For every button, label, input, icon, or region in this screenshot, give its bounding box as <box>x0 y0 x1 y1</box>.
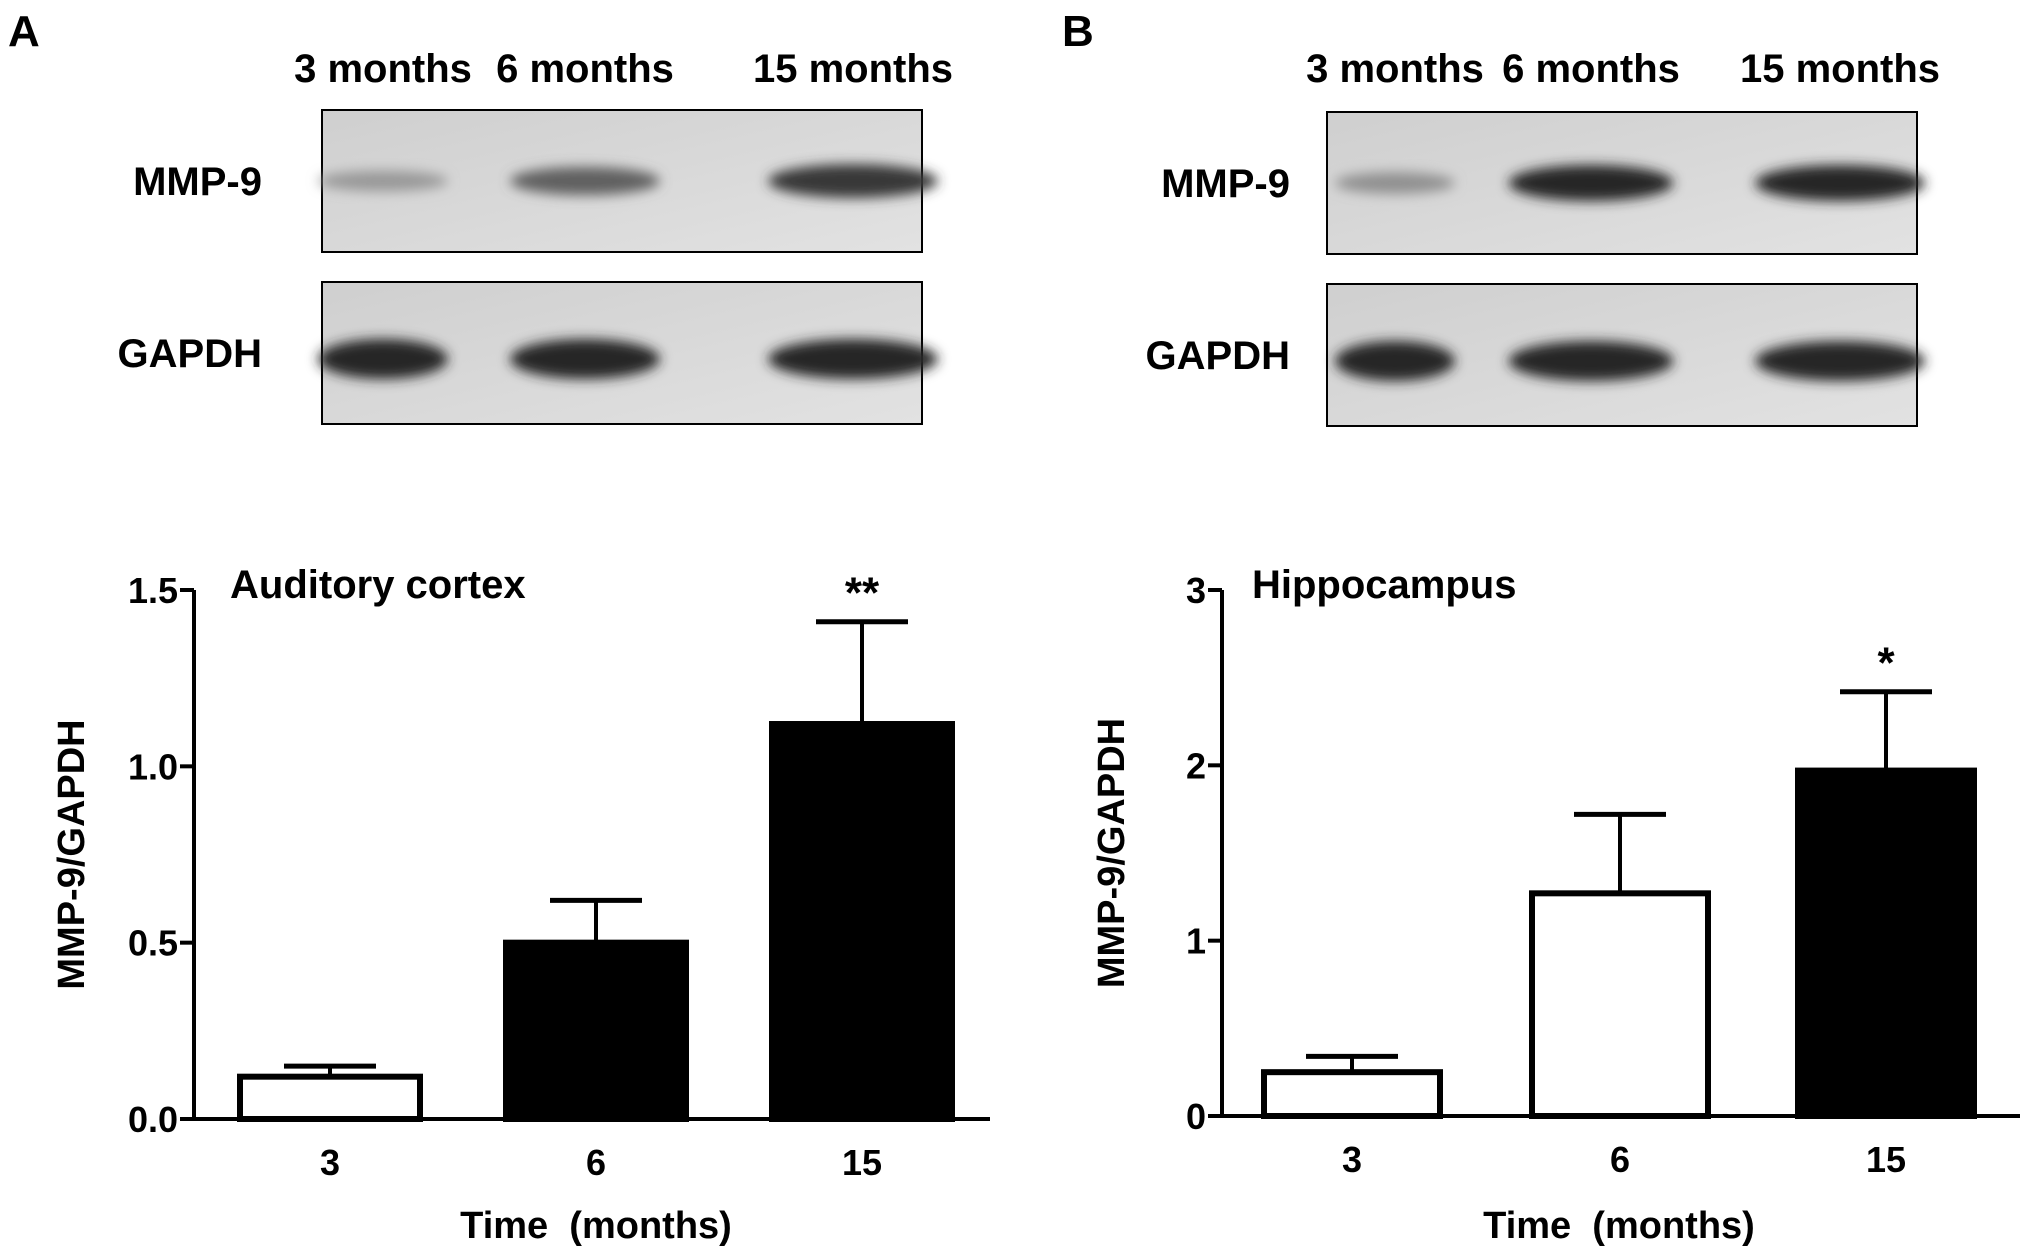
y-axis-label: MMP-9/GAPDH <box>51 719 93 989</box>
lane-label: 15 months <box>1740 47 1940 91</box>
y-tick-label: 0.0 <box>128 1099 178 1140</box>
bar <box>503 939 689 1123</box>
y-tick-label: 3 <box>1186 570 1206 611</box>
lane-label: 3 months <box>1306 47 1484 91</box>
panel-letter-b: B <box>1062 7 1094 56</box>
x-tick-label: 15 <box>842 1142 882 1183</box>
chart-title: Hippocampus <box>1252 563 1516 607</box>
blot-band <box>510 166 660 196</box>
blot-band <box>318 170 448 192</box>
y-tick-label: 1.5 <box>128 570 178 611</box>
bar-chart-auditory-cortex: 0.0 0.5 1.0 1.5 3 6 ** 15 Auditory cortex MMP-9/G… <box>51 563 990 1247</box>
blot-band <box>1508 165 1674 201</box>
blot-band <box>1335 172 1455 194</box>
y-tick-label: 0.5 <box>128 923 178 964</box>
bar-chart-hippocampus: 0 1 2 3 3 6 * 15 Hippocampus MMP-9/GAPDH Time (mon… <box>1091 563 2020 1247</box>
blot-band <box>510 339 660 379</box>
x-tick-label: 6 <box>1610 1139 1630 1180</box>
blot-row-label: MMP-9 <box>1161 162 1290 206</box>
blot-row-label: GAPDH <box>118 332 262 376</box>
lane-label: 6 months <box>1502 47 1680 91</box>
lane-label: 3 months <box>294 47 472 91</box>
blot-band <box>1755 165 1925 201</box>
bar <box>1261 1069 1443 1119</box>
blot-band <box>1335 341 1455 381</box>
x-tick-label: 15 <box>1866 1139 1906 1180</box>
x-tick-label: 6 <box>586 1142 606 1183</box>
lane-label: 6 months <box>496 47 674 91</box>
x-axis-label: Time (months) <box>1483 1205 1755 1247</box>
blot-band <box>768 164 938 198</box>
significance-marker: ** <box>845 569 880 618</box>
blot-band <box>1755 341 1925 381</box>
western-blot-a: 3 months 6 months 15 months MMP-9 GAPDH <box>118 47 953 425</box>
y-tick-label: 1.0 <box>128 746 178 787</box>
x-tick-label: 3 <box>320 1142 340 1183</box>
x-axis-label: Time (months) <box>460 1205 732 1247</box>
lane-label: 15 months <box>753 47 953 91</box>
western-blot-b: 3 months 6 months 15 months MMP-9 GAPDH <box>1146 47 1940 427</box>
blot-band <box>768 339 938 379</box>
y-tick-label: 1 <box>1186 921 1206 962</box>
blot-band <box>318 339 448 379</box>
blot-row-label: GAPDH <box>1146 334 1290 378</box>
bar <box>1529 890 1711 1119</box>
bar <box>769 721 955 1122</box>
x-tick-label: 3 <box>1342 1139 1362 1180</box>
blot-row-label: MMP-9 <box>133 160 262 204</box>
chart-title: Auditory cortex <box>230 563 526 607</box>
bar <box>1795 767 1977 1119</box>
panel-letter-a: A <box>8 7 40 56</box>
significance-marker: * <box>1877 639 1895 688</box>
y-tick-label: 0 <box>1186 1096 1206 1137</box>
blot-band <box>1508 341 1674 381</box>
bar <box>237 1073 423 1123</box>
y-tick-label: 2 <box>1186 745 1206 786</box>
y-axis-label: MMP-9/GAPDH <box>1091 718 1133 988</box>
